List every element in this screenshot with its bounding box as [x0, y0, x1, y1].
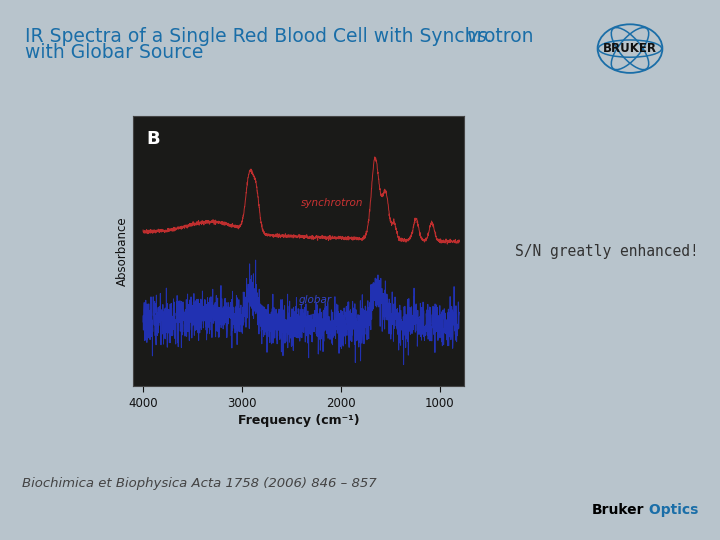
Text: vs.: vs.: [467, 27, 493, 46]
Text: synchrotron: synchrotron: [301, 198, 363, 207]
Text: with Globar Source: with Globar Source: [25, 43, 204, 62]
Text: B: B: [146, 130, 160, 147]
Text: IR Spectra of a Single Red Blood Cell with Synchrotron: IR Spectra of a Single Red Blood Cell wi…: [25, 27, 540, 46]
Y-axis label: Absorbance: Absorbance: [116, 217, 129, 286]
Text: Bruker: Bruker: [592, 503, 644, 517]
X-axis label: Frequency (cm⁻¹): Frequency (cm⁻¹): [238, 414, 359, 427]
Text: Biochimica et Biophysica Acta 1758 (2006) 846 – 857: Biochimica et Biophysica Acta 1758 (2006…: [22, 477, 377, 490]
Text: S/N greatly enhanced!: S/N greatly enhanced!: [515, 244, 698, 259]
Text: globar: globar: [299, 295, 332, 305]
Text: BRUKER: BRUKER: [603, 42, 657, 55]
Text: Optics: Optics: [644, 503, 699, 517]
